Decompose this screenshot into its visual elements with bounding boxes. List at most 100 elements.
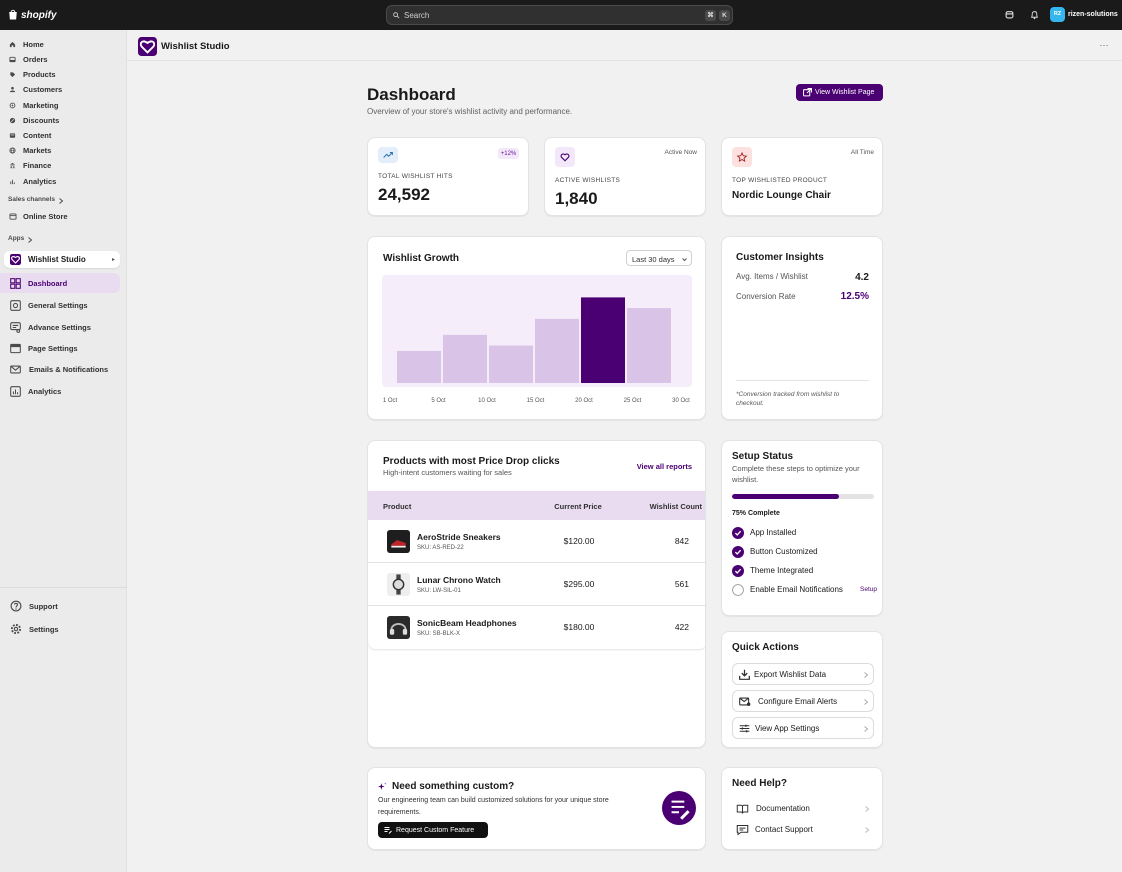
chevron bbox=[865, 827, 870, 833]
nav-item-active[interactable]: Dashboard bbox=[0, 273, 120, 293]
section-label: Sales channels bbox=[8, 196, 55, 203]
product-thumbnail-part bbox=[392, 578, 405, 590]
bar bbox=[627, 308, 671, 383]
view-wishlist-button[interactable]: View Wishlist Page bbox=[796, 84, 883, 101]
chevron-part bbox=[864, 672, 869, 678]
bell-icon-part bbox=[1030, 11, 1039, 18]
sparkle-icon-part bbox=[384, 782, 387, 785]
search-box[interactable]: Search ⌘ K bbox=[386, 5, 733, 25]
nav-item[interactable]: Settings bbox=[29, 624, 59, 634]
stat-icon bbox=[383, 152, 393, 158]
nav-item[interactable]: Products bbox=[23, 69, 56, 79]
setup-title: Setup Status bbox=[732, 451, 794, 462]
stat-icon bbox=[560, 153, 570, 162]
request-feature-button[interactable]: Request Custom Feature bbox=[378, 822, 488, 838]
nav-icon-part bbox=[12, 388, 19, 394]
nav-icon-part bbox=[12, 324, 19, 328]
search-icon-part bbox=[396, 15, 400, 19]
nav-item[interactable]: Advance Settings bbox=[28, 322, 91, 332]
custom-badge-icon-part bbox=[662, 791, 696, 825]
nav-item[interactable]: Markets bbox=[23, 145, 52, 155]
nav-icon-part bbox=[9, 102, 16, 108]
nav-icon bbox=[9, 56, 16, 62]
app-title: Wishlist Studio bbox=[161, 40, 230, 52]
quick-action-label: Export Wishlist Data bbox=[754, 670, 827, 679]
quick-action-icon bbox=[739, 697, 751, 706]
stat-value: 24,592 bbox=[378, 184, 430, 204]
divider bbox=[0, 587, 127, 588]
quick-action-button[interactable]: Configure Email Alerts bbox=[732, 690, 874, 712]
stat-icon-part bbox=[389, 152, 393, 155]
nav-item[interactable]: Support bbox=[29, 601, 58, 611]
product-name: Lunar Chrono Watch bbox=[417, 574, 501, 585]
nav-item[interactable]: Marketing bbox=[23, 100, 59, 110]
range-dropdown[interactable]: Last 30 days bbox=[626, 250, 692, 266]
nav-item[interactable]: Emails & Notifications bbox=[29, 364, 109, 374]
nav-item[interactable]: Analytics bbox=[28, 386, 62, 396]
stat-icon-box bbox=[555, 147, 575, 167]
nav-icon-part bbox=[10, 385, 21, 397]
chevron-part bbox=[864, 726, 869, 732]
quick-action-button[interactable]: Export Wishlist Data bbox=[732, 663, 874, 685]
nav-item[interactable]: Discounts bbox=[23, 115, 60, 125]
nav-item[interactable]: Content bbox=[23, 130, 52, 140]
insight-label: Avg. Items / Wishlist bbox=[736, 272, 808, 281]
chevron-part bbox=[865, 806, 870, 812]
nav-item[interactable]: General Settings bbox=[28, 300, 88, 310]
nav-item[interactable]: Home bbox=[23, 39, 44, 49]
x-tick-label: 25 Oct bbox=[624, 398, 642, 404]
help-title: Need Help? bbox=[732, 778, 788, 789]
nav-icon bbox=[9, 132, 16, 138]
nav-icon-part bbox=[10, 365, 21, 373]
table: Product Current Price Wishlist Count AeroSt… bbox=[368, 491, 705, 649]
nav-icon-part bbox=[10, 277, 16, 283]
nav-icon bbox=[10, 321, 21, 333]
quick-action-label: View App Settings bbox=[755, 724, 820, 733]
table-header bbox=[368, 491, 705, 520]
nav-icon-part bbox=[16, 328, 21, 333]
product-thumbnail bbox=[387, 529, 410, 553]
nav-icon-part bbox=[10, 600, 22, 612]
help-link[interactable]: Contact Support bbox=[732, 821, 874, 839]
custom-description: Our engineering team can build customize… bbox=[378, 797, 609, 816]
request-feature-label: Request Custom Feature bbox=[396, 826, 475, 834]
step-pending bbox=[732, 584, 744, 596]
chevron bbox=[59, 198, 64, 204]
step-action[interactable]: Setup bbox=[860, 586, 877, 593]
help-icon bbox=[736, 824, 749, 836]
quick-action-icon-part bbox=[739, 697, 749, 703]
stat-icon-box bbox=[732, 147, 752, 167]
bar-chart: 1 Oct 5 Oct 10 Oct 15 Oct 20 Oct 25 Oct 30 Oct bbox=[382, 275, 692, 404]
quick-action-icon-part bbox=[745, 730, 748, 733]
nav-item[interactable]: Customers bbox=[23, 84, 63, 94]
quick-action-button[interactable]: View App Settings bbox=[732, 717, 874, 739]
nav-item[interactable]: Finance bbox=[23, 160, 52, 170]
nav-item[interactable]: Orders bbox=[23, 54, 48, 64]
shortcut-key: K bbox=[719, 10, 730, 21]
custom-badge-icon-part bbox=[680, 810, 690, 820]
nav-icon-part bbox=[10, 134, 15, 135]
shortcut-key-label: K bbox=[722, 11, 727, 19]
insights-title: Customer Insights bbox=[736, 251, 824, 263]
help-link-label: Contact Support bbox=[755, 825, 813, 834]
quick-action-icon-part bbox=[741, 727, 744, 730]
table-card: Products with most Price Drop clicks High… bbox=[367, 440, 706, 748]
progress-track bbox=[732, 494, 874, 499]
view-all-link[interactable]: View all reports bbox=[636, 462, 692, 471]
nav-item[interactable]: Dashboard bbox=[28, 278, 68, 288]
bar bbox=[397, 350, 441, 383]
product-price: $120.00 bbox=[563, 535, 595, 546]
nav-item[interactable]: Page Settings bbox=[28, 343, 78, 353]
app-menu[interactable]: ··· bbox=[1099, 39, 1109, 50]
nav-item[interactable]: Online Store bbox=[23, 211, 68, 221]
x-tick-label: 1 Oct bbox=[383, 398, 398, 404]
quick-actions-title: Quick Actions bbox=[732, 642, 799, 653]
nav-item[interactable]: Analytics bbox=[23, 176, 57, 186]
help-icon-part bbox=[736, 824, 749, 836]
nav-icon bbox=[10, 277, 21, 289]
product-thumbnail-part bbox=[391, 539, 406, 546]
table-title: Products with most Price Drop clicks bbox=[383, 456, 560, 467]
app-row[interactable]: Wishlist Studio bbox=[4, 251, 120, 268]
help-link[interactable]: Documentation bbox=[732, 800, 874, 818]
